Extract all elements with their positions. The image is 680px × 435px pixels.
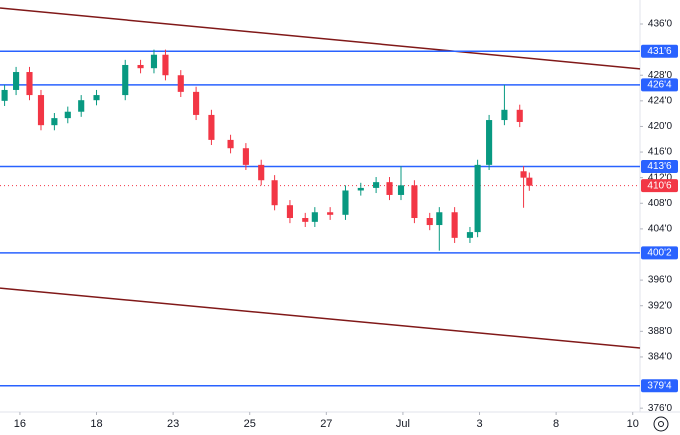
- candle-body: [311, 212, 318, 222]
- y-tick-label: 388'0: [648, 326, 673, 337]
- price-tag-label: 400'2: [647, 248, 672, 259]
- price-tag-label: 379'4: [647, 380, 672, 391]
- y-tick-label: 416'0: [648, 147, 673, 158]
- candle-body: [26, 72, 33, 96]
- price-tag: [641, 159, 678, 173]
- x-tick-label: 8: [553, 418, 559, 430]
- candle-body: [342, 190, 349, 215]
- candle-body: [526, 177, 533, 186]
- candle-body: [177, 75, 184, 92]
- candle-body: [137, 64, 144, 69]
- price-tag: [641, 44, 678, 58]
- candle-body: [258, 164, 265, 181]
- y-tick-label: 424'0: [648, 95, 673, 106]
- candle-body: [193, 91, 200, 115]
- candle-body: [426, 218, 433, 226]
- candle-body: [93, 95, 100, 101]
- candle-body: [451, 212, 458, 238]
- price-tag-label: 431'6: [647, 46, 672, 57]
- candle-body: [520, 171, 527, 178]
- candle-body: [486, 120, 493, 165]
- x-tick-label: Jul: [396, 418, 410, 430]
- y-tick-label: 412'0: [648, 172, 673, 183]
- price-tag-label: 410'6: [647, 180, 672, 191]
- y-tick-label: 408'0: [648, 198, 673, 209]
- candle-body: [357, 187, 364, 191]
- candle-body: [208, 114, 215, 140]
- candle-body: [516, 109, 523, 122]
- settings-button[interactable]: [653, 416, 669, 432]
- candle-body: [271, 180, 278, 206]
- y-tick-label: 404'0: [648, 224, 673, 235]
- price-tag: [641, 246, 678, 260]
- price-tag-label: 413'6: [647, 161, 672, 172]
- candle-body: [13, 72, 20, 90]
- candle-body: [397, 185, 405, 195]
- candle-body: [386, 182, 393, 195]
- candle-body: [51, 118, 58, 126]
- candle-body: [501, 109, 508, 121]
- candle-body: [227, 139, 234, 149]
- candle-body: [150, 54, 158, 69]
- candle-body: [466, 232, 474, 238]
- candle-body: [64, 111, 71, 119]
- candle-body: [302, 218, 309, 222]
- trend-line: [0, 7, 641, 70]
- candle-body: [327, 212, 334, 215]
- candle-body: [162, 54, 169, 76]
- x-tick-label: 3: [476, 418, 482, 430]
- y-tick-label: 396'0: [648, 275, 673, 286]
- x-tick-label: 16: [14, 418, 26, 430]
- x-tick-label: 25: [244, 418, 256, 430]
- candle-body: [78, 100, 85, 112]
- candle-body: [373, 182, 380, 188]
- price-tag-label: 426'4: [647, 79, 672, 90]
- price-tag: [641, 379, 678, 393]
- y-tick-label: 428'0: [648, 70, 673, 81]
- y-tick-label: 392'0: [648, 300, 673, 311]
- candle-body: [411, 185, 418, 219]
- x-tick-label: 10: [627, 418, 639, 430]
- candle-body: [474, 164, 481, 233]
- x-tick-label: 27: [320, 418, 332, 430]
- settings-icon-center: [658, 421, 664, 427]
- candle-body: [242, 148, 249, 165]
- y-tick-label: 376'0: [648, 403, 673, 414]
- candle-body: [436, 212, 443, 226]
- trend-line: [0, 287, 641, 349]
- x-tick-label: 18: [90, 418, 102, 430]
- y-tick-label: 436'0: [648, 19, 673, 30]
- y-tick-label: 420'0: [648, 121, 673, 132]
- candle-body: [286, 205, 293, 219]
- y-tick-label: 384'0: [648, 352, 673, 363]
- price-tag: [641, 179, 678, 193]
- x-tick-label: 23: [167, 418, 179, 430]
- candle-body: [122, 64, 129, 96]
- price-tag: [641, 78, 678, 92]
- candle-body: [1, 89, 8, 101]
- candle-body: [37, 95, 45, 126]
- settings-icon: [653, 416, 669, 432]
